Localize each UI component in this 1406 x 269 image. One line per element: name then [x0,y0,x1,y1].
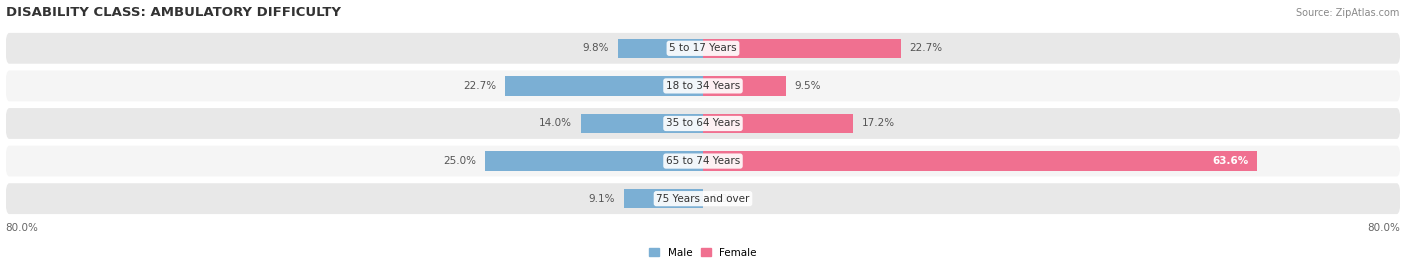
Text: 35 to 64 Years: 35 to 64 Years [666,118,740,129]
Bar [703,76,786,96]
Text: 9.1%: 9.1% [589,194,614,204]
Bar [703,151,1257,171]
Text: 80.0%: 80.0% [6,223,38,233]
Text: DISABILITY CLASS: AMBULATORY DIFFICULTY: DISABILITY CLASS: AMBULATORY DIFFICULTY [6,6,340,19]
Text: 22.7%: 22.7% [463,81,496,91]
Text: 17.2%: 17.2% [862,118,894,129]
Legend: Male, Female: Male, Female [645,243,761,262]
Bar [703,38,901,58]
Text: 75 Years and over: 75 Years and over [657,194,749,204]
Bar [624,189,703,208]
Text: 22.7%: 22.7% [910,43,943,53]
FancyBboxPatch shape [6,146,1400,176]
Text: 14.0%: 14.0% [540,118,572,129]
Text: 5 to 17 Years: 5 to 17 Years [669,43,737,53]
Bar [581,114,703,133]
Text: 9.8%: 9.8% [582,43,609,53]
Text: 65 to 74 Years: 65 to 74 Years [666,156,740,166]
Bar [505,76,703,96]
Text: 0.0%: 0.0% [711,194,738,204]
FancyBboxPatch shape [6,108,1400,139]
Bar [485,151,703,171]
FancyBboxPatch shape [6,70,1400,101]
Bar [617,38,703,58]
Text: 63.6%: 63.6% [1212,156,1249,166]
FancyBboxPatch shape [6,183,1400,214]
Text: 25.0%: 25.0% [443,156,477,166]
Text: 80.0%: 80.0% [1368,223,1400,233]
Text: Source: ZipAtlas.com: Source: ZipAtlas.com [1295,8,1399,18]
Text: 18 to 34 Years: 18 to 34 Years [666,81,740,91]
Bar [703,114,853,133]
FancyBboxPatch shape [6,33,1400,64]
Text: 9.5%: 9.5% [794,81,821,91]
